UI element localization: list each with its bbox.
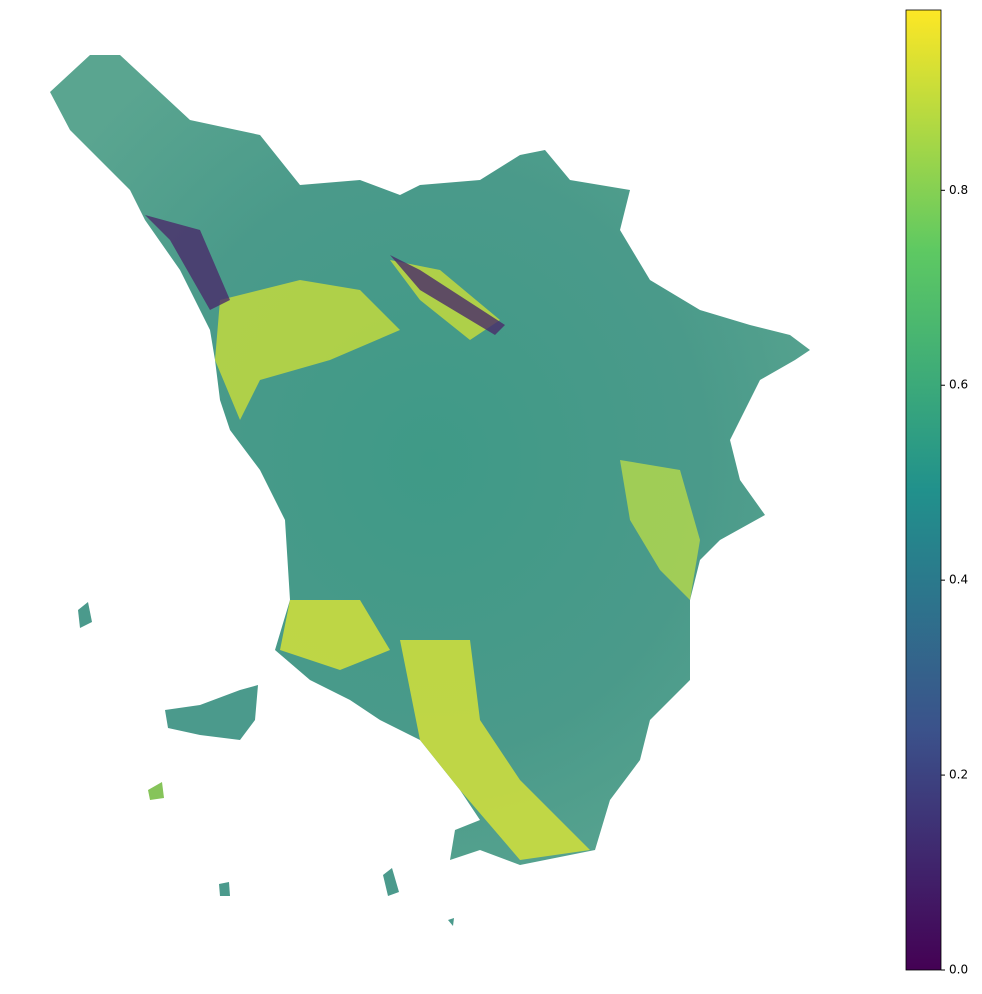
island: [148, 782, 164, 800]
lowland-patch: [215, 280, 400, 420]
island: [219, 882, 230, 896]
tick-label: 0.2: [949, 768, 968, 782]
tick-label: 0.8: [949, 183, 968, 197]
tick-label: 0.6: [949, 378, 968, 392]
island: [78, 602, 92, 628]
colorbar: [905, 9, 942, 971]
island: [383, 868, 399, 896]
island: [165, 685, 258, 740]
island: [448, 918, 454, 926]
tick-label: 0.0: [949, 963, 968, 977]
lowland-patch: [620, 460, 700, 600]
colorbar-ticks: 0.0 0.2 0.4 0.6 0.8: [941, 183, 968, 977]
lowland-patch: [400, 640, 590, 860]
tick-label: 0.4: [949, 573, 968, 587]
region-outline: [50, 55, 810, 865]
map: [50, 55, 810, 926]
urban-patch: [390, 255, 505, 335]
urban-patch: [145, 215, 230, 310]
lowland-patch: [280, 600, 390, 670]
